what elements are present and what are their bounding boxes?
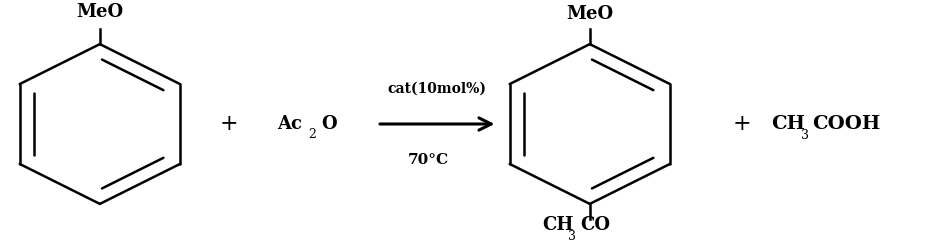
- Text: O: O: [321, 115, 337, 133]
- Text: 70°C: 70°C: [407, 153, 448, 167]
- Text: 3: 3: [568, 230, 576, 243]
- Text: 3: 3: [801, 129, 809, 142]
- Text: MeO: MeO: [76, 3, 124, 21]
- Text: CH: CH: [771, 115, 805, 133]
- Text: +: +: [220, 113, 239, 135]
- Text: CO: CO: [580, 216, 611, 234]
- Text: COOH: COOH: [812, 115, 880, 133]
- Text: CH: CH: [542, 216, 573, 234]
- Text: cat(10mol%): cat(10mol%): [388, 81, 486, 95]
- Text: MeO: MeO: [566, 5, 614, 23]
- Text: +: +: [733, 113, 751, 135]
- Text: 2: 2: [309, 128, 316, 141]
- Text: Ac: Ac: [277, 115, 302, 133]
